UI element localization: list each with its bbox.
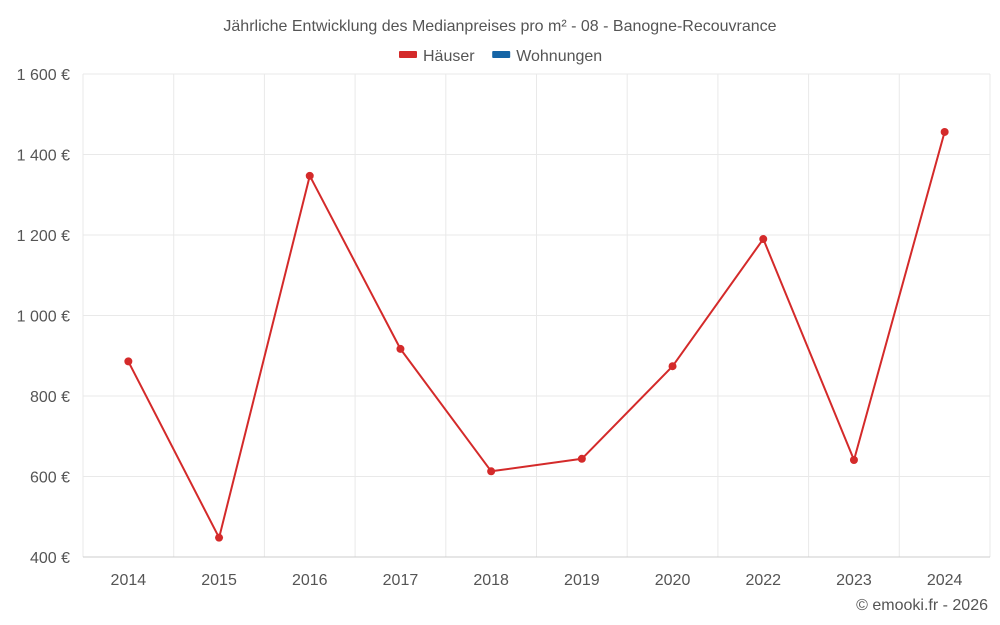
y-tick-label: 1 000 € [17,309,70,326]
x-tick-label: 2022 [745,572,781,589]
y-tick-label: 600 € [30,470,70,487]
legend-item-wohnungen[interactable]: Wohnungen [492,48,602,65]
x-tick-label: 2016 [292,572,328,589]
series-layer [124,127,949,542]
credit-text: © emooki.fr - 2026 [856,597,988,614]
legend-swatch [399,51,417,58]
y-tick-label: 400 € [30,550,70,567]
data-point-2024[interactable] [940,127,949,136]
x-tick-label: 2023 [836,572,872,589]
x-tick-label: 2017 [383,572,419,589]
data-point-2014[interactable] [124,357,133,366]
data-point-2019[interactable] [577,454,586,463]
data-point-2018[interactable] [487,467,496,476]
data-point-2015[interactable] [215,533,224,542]
legend-swatch [492,51,511,58]
x-tick-label: 2020 [655,572,691,589]
y-tick-label: 1 200 € [17,228,70,245]
data-point-2022[interactable] [759,235,768,244]
legend: Häuser Wohnungen [399,48,602,65]
grid-layer [82,73,991,557]
x-tick-label: 2014 [111,572,147,589]
legend-item-häuser[interactable]: Häuser [399,48,475,65]
x-tick-label: 2024 [927,572,963,589]
y-tick-label: 1 600 € [17,67,70,84]
data-point-2020[interactable] [668,362,677,371]
y-tick-label: 800 € [30,389,70,406]
axis-layer: 400 € 600 € 800 € 1 000 € 1 200 € 1 400 € 1 60… [17,67,990,589]
x-tick-label: 2015 [201,572,237,589]
chart-title: Jährliche Entwicklung des Medianpreises … [223,18,776,35]
data-point-2023[interactable] [849,455,858,464]
series-line-häuser [127,131,946,539]
x-tick-label: 2019 [564,572,600,589]
legend-label: Wohnungen [516,48,602,65]
data-point-2016[interactable] [305,171,314,180]
legend-label: Häuser [423,48,475,65]
data-point-2017[interactable] [396,344,405,353]
x-tick-label: 2018 [473,572,509,589]
y-tick-label: 1 400 € [17,148,70,165]
